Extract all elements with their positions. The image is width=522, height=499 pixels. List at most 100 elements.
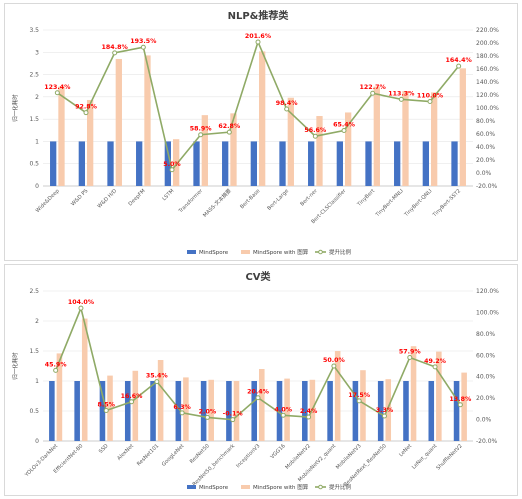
data-label: 123.4% — [44, 84, 71, 91]
x-tick-label: DeepFM — [128, 188, 147, 207]
x-tick-label: TinyBert — [356, 188, 376, 208]
data-label: 50.0% — [323, 357, 346, 364]
x-tick-label: ShuffleNetV2 — [435, 443, 463, 471]
bar-mindspore — [394, 141, 401, 186]
improvement-point — [129, 399, 135, 405]
y2-tick-label: 220.0% — [476, 27, 499, 34]
bar-mindspore-graph-kernel — [230, 113, 237, 186]
y2-tick-label: 80.0% — [476, 331, 495, 338]
y2-tick-label: 140.0% — [476, 79, 499, 86]
y-tick-label: 0.5 — [29, 161, 39, 168]
x-tick-label: Bert-Large — [266, 188, 290, 212]
data-label: 113.3% — [388, 90, 415, 97]
data-label: 57.9% — [399, 349, 422, 356]
data-label: 193.5% — [130, 38, 157, 45]
data-label: 164.4% — [446, 57, 473, 64]
legend-label-mindspore: MindSpore — [199, 250, 229, 256]
bar-mindspore-graph-kernel — [259, 51, 266, 186]
improvement-point — [356, 398, 362, 404]
bar-mindspore — [124, 381, 131, 441]
legend-marker-improvement — [318, 484, 323, 490]
bar-mindspore — [136, 141, 143, 186]
bar-mindspore — [336, 141, 343, 186]
x-tick-label: TinyBert-SST2 — [431, 188, 462, 219]
nlp-chart: NLP&推荐类 0 0.5 1 1.5 2 2.5 3 3.5 -20.0% 0.0% 20.0% 40… — [11, 9, 499, 256]
y-tick-label: 1.5 — [29, 348, 39, 355]
bar-mindspore-graph-kernel — [436, 351, 442, 441]
x-tick-label: Bert-Base — [239, 188, 261, 210]
improvement-point — [427, 99, 433, 104]
improvement-point — [169, 167, 175, 173]
bar-mindspore — [50, 141, 57, 186]
bar-mindspore — [226, 381, 232, 441]
data-label: 35.4% — [146, 373, 169, 380]
bar-mindspore-graph-kernel — [459, 68, 466, 186]
bar-mindspore — [250, 141, 257, 186]
legend-marker-improvement — [318, 249, 323, 255]
y2-tick-label: 60.0% — [476, 352, 495, 359]
legend-label-graph-kernel: MindSpore with 图算 — [253, 248, 309, 256]
bar-mindspore — [49, 381, 55, 441]
bar-mindspore-graph-kernel — [115, 58, 122, 186]
improvement-point — [53, 367, 59, 373]
x-tick-label: TinyBert-QNLI — [403, 188, 434, 219]
data-label: 110.0% — [417, 93, 444, 100]
improvement-point — [432, 364, 438, 370]
bar-mindspore-graph-kernel — [259, 369, 265, 441]
y2-tick-label: -20.0% — [476, 438, 498, 445]
bar-mindspore — [222, 141, 229, 186]
bar-mindspore — [150, 381, 156, 441]
data-label: 2.4% — [300, 408, 318, 415]
bar-mindspore — [302, 381, 308, 441]
y-tick-label: 2.5 — [29, 288, 39, 295]
data-label: 65.4% — [333, 121, 356, 128]
y2-tick-label: 80.0% — [476, 118, 495, 125]
y2-tick-label: 0.0% — [476, 417, 492, 424]
bar-mindspore-graph-kernel — [287, 97, 294, 186]
bar-mindspore — [327, 381, 333, 441]
improvement-point — [398, 96, 404, 102]
x-tick-label: TinyBert-MNLI — [374, 188, 405, 219]
improvement-point — [226, 129, 232, 135]
y2-tick-label: 40.0% — [476, 144, 495, 151]
x-tick-label: SSD — [98, 443, 110, 455]
improvement-point — [407, 355, 413, 361]
bar-mindspore — [279, 141, 286, 186]
y-tick-label: 0 — [35, 183, 39, 190]
y-tick-label: 0 — [35, 438, 39, 445]
x-tick-label: ResNet101 — [136, 443, 160, 467]
data-label: -0.1% — [223, 411, 244, 418]
y2-tick-label: 120.0% — [476, 288, 499, 295]
bar-mindspore — [276, 381, 283, 441]
improvement-point — [230, 417, 236, 423]
data-label: 6.3% — [173, 404, 191, 411]
x-tick-label: VGG16 — [270, 443, 287, 460]
data-label: 8.5% — [98, 401, 116, 408]
bar-mindspore-graph-kernel — [132, 370, 139, 441]
bar-mindspore-graph-kernel — [284, 378, 290, 441]
data-label: 104.0% — [68, 299, 95, 306]
nlp-chart-panel: NLP&推荐类 0 0.5 1 1.5 2 2.5 3 3.5 -20.0% 0.0% 20.0% 40… — [4, 3, 518, 261]
bar-mindspore-graph-kernel — [183, 377, 189, 441]
bar-mindspore-graph-kernel — [58, 86, 65, 186]
bar-mindspore — [308, 141, 315, 186]
bar-mindspore — [451, 141, 458, 186]
bar-mindspore-graph-kernel — [373, 86, 380, 186]
bar-mindspore-graph-kernel — [316, 116, 323, 186]
y-tick-label: 3 — [35, 49, 39, 56]
bar-mindspore — [453, 381, 460, 441]
legend-label-improvement: 提升比例 — [329, 248, 352, 256]
y2-tick-label: 0.0% — [476, 170, 492, 177]
x-tick-label: LSTM — [161, 188, 175, 202]
y2-tick-label: 60.0% — [476, 131, 495, 138]
y-tick-label: 1 — [35, 378, 39, 385]
bar-mindspore-graph-kernel — [360, 370, 366, 441]
y-tick-label: 2 — [35, 94, 39, 101]
bar-mindspore-graph-kernel — [107, 375, 113, 441]
bar-mindspore-graph-kernel — [345, 112, 352, 186]
y-tick-label: 1 — [35, 138, 39, 145]
x-tick-label: W&D H/D — [97, 188, 119, 210]
x-tick-label: MASS-文本摘要 — [201, 187, 233, 219]
data-label: 184.8% — [102, 44, 129, 51]
improvement-point — [306, 414, 312, 420]
